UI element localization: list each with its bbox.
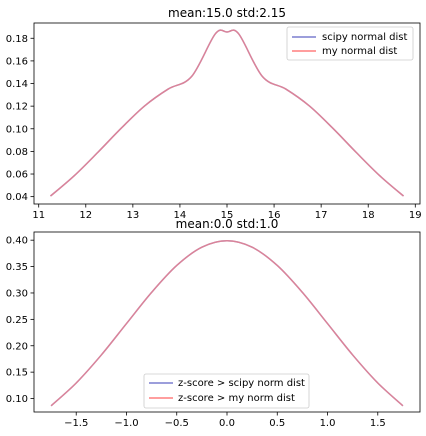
top-xtick-label: 12 [79,210,92,221]
bottom-xtick-label: 0.0 [219,418,235,429]
top-legend-label-scipy: scipy normal dist [322,32,407,43]
top-chart: mean:15.0 std:2.15 11 12 13 14 15 16 17 18 19 0.0… [6,6,422,221]
top-chart-curves [49,29,405,197]
bottom-xtick-label: 1.0 [320,418,336,429]
top-xtick-label: 18 [362,210,375,221]
bottom-chart-title: mean:0.0 std:1.0 [176,217,279,231]
bottom-legend-label-mine: z-score > my norm dist [178,393,295,404]
bottom-chart-ticks: −1.5 −1.0 −0.5 0.0 0.5 1.0 1.5 0.10 0.15 0.20 0.25… [6,236,386,429]
bottom-chart-curves [50,240,404,407]
bottom-ytick-label: 0.10 [6,394,28,405]
top-chart-legend-box [286,26,414,61]
bottom-xtick-label: −1.5 [64,418,88,429]
top-xtick-label: 13 [126,210,139,221]
bottom-chart: mean:0.0 std:1.0 −1.5 −1.0 −0.5 0.0 0.5 1.0 1.… [6,217,421,429]
bottom-xtick-label: −1.0 [114,418,138,429]
bottom-ytick-label: 0.30 [6,288,28,299]
bottom-xtick-label: −0.5 [165,418,189,429]
top-xtick-label: 11 [32,210,45,221]
top-chart-ticks: 11 12 13 14 15 16 17 18 19 0.04 0.06 0.08 0.10 0.12 0.… [6,34,422,221]
bottom-ytick-label: 0.35 [6,262,28,273]
bottom-ytick-label: 0.25 [6,315,28,326]
top-ytick-label: 0.08 [6,147,28,158]
bottom-chart-legend-box [143,373,310,409]
top-series-line-mine [49,29,405,197]
top-ytick-label: 0.18 [6,34,28,45]
top-ytick-label: 0.06 [6,170,28,181]
bottom-ytick-label: 0.40 [6,236,28,247]
top-ytick-label: 0.10 [6,124,28,135]
bottom-ytick-label: 0.15 [6,368,28,379]
top-ytick-label: 0.14 [6,79,28,90]
top-xtick-label: 14 [174,210,187,221]
top-ytick-label: 0.16 [6,56,28,67]
top-xtick-label: 16 [268,210,281,221]
bottom-chart-legend: z-score > scipy norm dist z-score > my n… [143,373,310,409]
top-ytick-label: 0.04 [6,192,28,203]
bottom-xtick-label: 0.5 [269,418,285,429]
bottom-xtick-label: 1.5 [370,418,386,429]
bottom-ytick-label: 0.20 [6,341,28,352]
top-xtick-label: 15 [221,210,234,221]
bottom-series-line-mine [50,240,404,407]
bottom-legend-label-scipy: z-score > scipy norm dist [178,378,305,389]
top-legend-label-mine: my normal dist [322,46,397,57]
top-xtick-label: 19 [409,210,422,221]
top-chart-legend: scipy normal dist my normal dist [286,26,414,61]
top-xtick-label: 17 [315,210,328,221]
top-chart-title: mean:15.0 std:2.15 [168,6,286,20]
top-ytick-label: 0.12 [6,102,28,113]
